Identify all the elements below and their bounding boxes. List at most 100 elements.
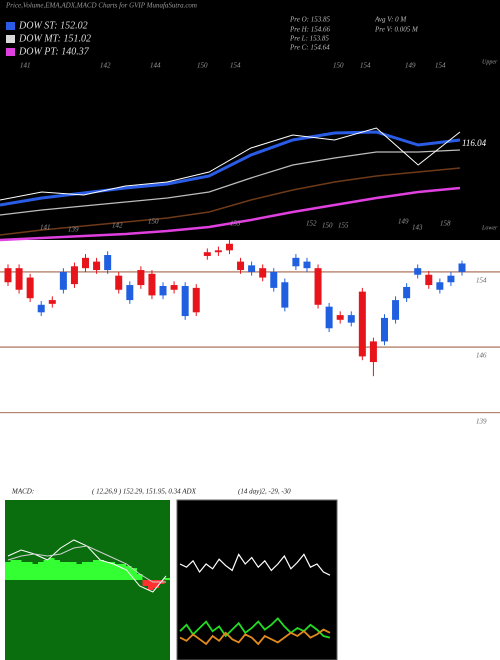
y-tick-label: 146 [476, 352, 487, 360]
legend-label: DOW MT: 151.02 [18, 33, 91, 44]
bottom-label: 143 [412, 224, 423, 232]
candle-body [192, 287, 200, 313]
info-text: Pre H: 154.66 [289, 26, 330, 34]
candle-body [225, 243, 233, 251]
upper-label: Upper [482, 59, 498, 65]
macd-histogram [32, 564, 38, 580]
candle-body [15, 268, 23, 290]
candle-body [82, 257, 90, 269]
top-label: 141 [20, 62, 31, 70]
candle-body [248, 265, 256, 272]
bottom-label: 142 [112, 222, 123, 230]
candle-body [414, 268, 422, 275]
adx-panel [176, 499, 338, 660]
candle-body [369, 341, 377, 363]
candle-body [237, 261, 245, 271]
top-label: 150 [333, 62, 344, 70]
bottom-label: 149 [398, 218, 409, 226]
macd-histogram [87, 562, 93, 580]
bottom-label: 152 [306, 220, 317, 228]
macd-histogram [5, 562, 11, 580]
candle-body [181, 286, 189, 317]
candle-body [137, 270, 145, 286]
legend-swatch [6, 48, 15, 56]
macd-histogram [142, 580, 148, 586]
macd-histogram [115, 564, 121, 580]
macd-histogram [153, 580, 159, 588]
macd-histogram [93, 560, 99, 580]
top-label: 144 [150, 62, 161, 70]
adx-line [179, 617, 331, 639]
info-text: Pre L: 153.85 [289, 35, 329, 43]
legend-swatch [6, 35, 15, 43]
macd-params: ( 12,26,9 ) 152.29, 151.95, 0.34 ADX [92, 488, 197, 496]
macd-histogram [164, 578, 170, 580]
candle-body [425, 274, 433, 286]
info-text: Avg V: 0 M [374, 16, 407, 24]
legend-label: DOW PT: 140.37 [18, 46, 90, 57]
adx-line [179, 628, 331, 646]
bottom-label: 155 [338, 222, 349, 230]
bottom-label: 139 [68, 226, 79, 234]
macd-histogram [16, 560, 22, 580]
candle-body [214, 250, 222, 253]
candle-body [159, 286, 167, 296]
info-text: Pre C: 154.64 [289, 44, 330, 52]
candle-body [336, 315, 344, 320]
candle-body [314, 268, 322, 305]
candle-body [403, 286, 411, 299]
macd-histogram [21, 562, 27, 580]
candle-body [170, 285, 178, 290]
candle-body [292, 257, 300, 267]
ema-line [0, 167, 461, 236]
adx-label: (14 day)2, -29, -30 [238, 488, 291, 496]
macd-histogram [137, 574, 143, 580]
candle-body [115, 275, 123, 290]
annotation: 116.04 [462, 138, 487, 148]
macd-histogram [65, 562, 71, 580]
candle-body [4, 268, 12, 283]
candle-body [203, 252, 211, 256]
bottom-label: 158 [440, 220, 451, 228]
macd-histogram [131, 568, 137, 580]
candle-body [447, 275, 455, 283]
candle-body [347, 315, 355, 323]
adx-line [179, 553, 331, 576]
ema-line [0, 127, 461, 201]
candle-body [380, 317, 388, 342]
macd-histogram [38, 562, 44, 580]
bottom-label: 141 [40, 224, 51, 232]
macd-histogram [60, 562, 66, 580]
candle-body [37, 304, 45, 313]
macd-histogram [76, 564, 82, 580]
macd-histogram [71, 562, 77, 580]
top-label: 154 [360, 62, 371, 70]
ema-line [0, 186, 461, 242]
macd-histogram [43, 560, 49, 580]
macd-histogram [120, 564, 126, 580]
top-label: 150 [197, 62, 208, 70]
candle-body [281, 282, 289, 308]
bottom-label: 150 [148, 218, 159, 226]
candle-body [126, 285, 134, 301]
macd-label: MACD: [11, 488, 34, 496]
ema-line [0, 149, 461, 216]
top-label: 154 [435, 62, 446, 70]
macd-histogram [54, 560, 60, 580]
candle-body [325, 306, 333, 329]
top-label: 149 [405, 62, 416, 70]
candle-body [48, 300, 56, 304]
bottom-label: 153 [230, 220, 241, 228]
macd-histogram [49, 558, 55, 580]
candle-body [70, 266, 78, 285]
info-text: Pre V: 0.005 M [374, 26, 419, 34]
legend-swatch [6, 22, 15, 30]
info-text: Pre O: 153.85 [289, 16, 330, 24]
candle-body [104, 255, 112, 271]
candle-body [93, 261, 101, 271]
candle-body [270, 271, 278, 288]
candle-body [458, 263, 466, 272]
chart-title: Price,Volume,EMA,ADX,MACD Charts for GVI… [5, 2, 197, 10]
